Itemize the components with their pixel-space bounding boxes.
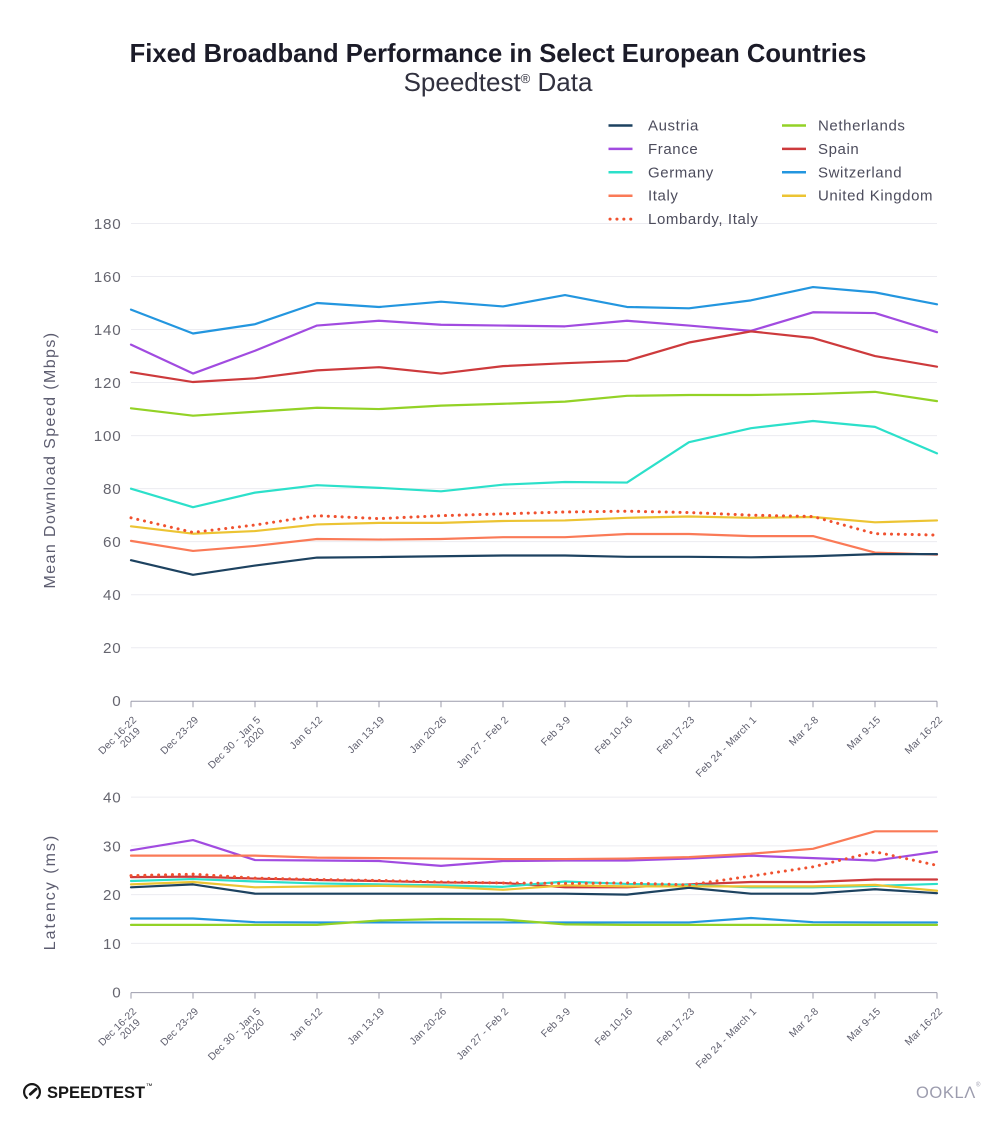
svg-text:40: 40 — [103, 790, 122, 807]
svg-text:France: France — [648, 141, 698, 158]
svg-text:0: 0 — [112, 693, 121, 710]
svg-text:0: 0 — [112, 985, 121, 1002]
svg-text:Latency (ms): Latency (ms) — [42, 834, 59, 950]
svg-text:SPEEDTEST: SPEEDTEST — [47, 1084, 145, 1102]
svg-text:Mean Download Speed (Mbps): Mean Download Speed (Mbps) — [42, 332, 59, 589]
svg-text:40: 40 — [103, 587, 122, 604]
svg-text:20: 20 — [103, 887, 122, 904]
svg-text:10: 10 — [103, 936, 122, 953]
svg-text:Austria: Austria — [648, 118, 699, 135]
svg-text:OOKLΛ: OOKLΛ — [916, 1084, 976, 1102]
svg-text:Germany: Germany — [648, 164, 714, 181]
svg-text:160: 160 — [94, 269, 122, 286]
svg-text:Lombardy, Italy: Lombardy, Italy — [648, 211, 758, 228]
svg-text:United Kingdom: United Kingdom — [818, 188, 933, 205]
svg-text:Speedtest® Data: Speedtest® Data — [404, 67, 593, 97]
svg-text:Italy: Italy — [648, 188, 679, 205]
svg-text:Netherlands: Netherlands — [818, 118, 905, 135]
svg-text:®: ® — [976, 1082, 981, 1089]
svg-text:30: 30 — [103, 838, 122, 855]
svg-text:120: 120 — [94, 375, 122, 392]
svg-text:Switzerland: Switzerland — [818, 164, 902, 181]
svg-text:80: 80 — [103, 481, 122, 498]
svg-text:60: 60 — [103, 534, 122, 551]
svg-text:Spain: Spain — [818, 141, 859, 158]
svg-text:Fixed Broadband Performance in: Fixed Broadband Performance in Select Eu… — [130, 40, 867, 68]
svg-text:20: 20 — [103, 640, 122, 657]
svg-text:180: 180 — [94, 216, 122, 233]
svg-text:140: 140 — [94, 322, 122, 339]
svg-text:100: 100 — [94, 428, 122, 445]
svg-text:™: ™ — [146, 1083, 153, 1090]
